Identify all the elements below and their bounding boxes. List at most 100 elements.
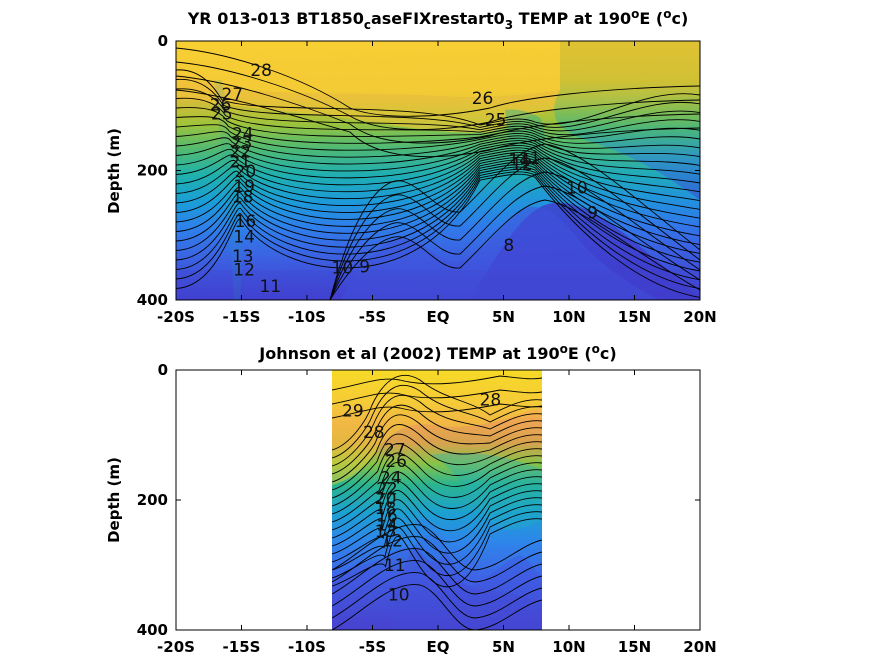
contour-label: 14 (233, 228, 255, 248)
panel-model-contours (176, 47, 700, 300)
contour-line (176, 75, 700, 144)
contour-line (332, 414, 542, 483)
contour-line (176, 164, 700, 263)
contour-line (329, 199, 700, 300)
x-tick-label: EQ (427, 638, 450, 656)
contour-line (176, 47, 700, 117)
contour-label: 28 (363, 423, 385, 443)
contour-line (332, 548, 542, 595)
contour-line (176, 142, 700, 184)
contour-line (176, 149, 700, 210)
contour-line (176, 107, 700, 140)
panel-observed-title: Johnson et al (2002) TEMP at 190oE (oc) (258, 342, 616, 363)
panel-observed-x-axis: -20S -15S -10S -5S EQ 5N 10N 15N 20N (157, 370, 717, 656)
contour-label: 11 (519, 149, 541, 169)
contour-label: 9 (587, 204, 598, 224)
contour-line (176, 116, 700, 144)
contour-label: 26 (385, 452, 407, 472)
x-tick-label: 10N (552, 638, 585, 656)
x-tick-label: -20S (157, 638, 195, 656)
contour-line (332, 524, 542, 571)
contour-line (332, 424, 542, 491)
contour-line (332, 497, 542, 563)
title-part-post2: E ( (639, 9, 663, 28)
contour-line (176, 89, 700, 158)
x-tick-label: -10S (288, 638, 326, 656)
contour-line (176, 131, 700, 158)
contour-line (176, 156, 700, 237)
contour-line (332, 476, 542, 539)
panel-observed-contours (332, 374, 542, 630)
contour-label: 26 (472, 89, 494, 109)
panel-model-title: YR 013-013 BT1850caseFIXrestart03 TEMP a… (187, 7, 689, 32)
contour-label: 22 (376, 479, 398, 499)
contour-label: 11 (384, 556, 406, 576)
contour-line (332, 403, 542, 419)
title-part-pre: Johnson et al (2002) TEMP at 190 (258, 344, 559, 363)
contour-label: 24 (380, 468, 402, 488)
contour-label: 21 (229, 152, 251, 172)
contour-label: 13 (232, 247, 254, 267)
y-tick-label: 0 (158, 32, 168, 50)
contour-line (332, 518, 542, 588)
contour-label: 13 (375, 522, 397, 542)
contour-line (329, 185, 700, 300)
contour-label: 12 (381, 531, 403, 551)
x-tick-label: 15N (618, 308, 651, 326)
contour-line (332, 389, 542, 405)
contour-line (332, 490, 542, 555)
title-part-post2: E ( (568, 344, 592, 363)
x-tick-label: -5S (359, 638, 386, 656)
contour-line (176, 171, 700, 290)
contour-label: 10 (566, 178, 588, 198)
x-tick-label: 5N (492, 308, 515, 326)
contour-line (176, 168, 700, 281)
panel-observed-y-axis: 0 200 400 (137, 361, 700, 639)
contour-line (176, 173, 700, 298)
contour-line (176, 61, 700, 131)
panel-model-x-axis: -20S -15S -10S -5S EQ 5N 10N 15N 20N (157, 41, 717, 326)
contour-line (332, 452, 542, 515)
contour-line (332, 462, 542, 523)
contour-line (176, 97, 700, 136)
title-part-sup1: o (631, 7, 639, 21)
contour-line (332, 375, 542, 391)
title-part-post1: TEMP at 190 (513, 9, 631, 28)
title-part-post3: c) (671, 9, 688, 28)
contour-line (176, 79, 700, 128)
contour-line (332, 404, 542, 475)
contour-line (176, 161, 700, 254)
contour-line (332, 560, 542, 607)
x-tick-label: EQ (427, 308, 450, 326)
contour-label: 25 (485, 110, 507, 130)
x-tick-label: 20N (683, 638, 716, 656)
x-tick-label: -5S (359, 308, 386, 326)
contour-line (176, 124, 700, 151)
y-tick-label: 0 (158, 361, 168, 379)
contour-label: 16 (376, 507, 398, 527)
contour-line (332, 374, 542, 451)
contour-line (329, 171, 700, 300)
contour-label: 9 (359, 257, 370, 277)
contour-label: 14 (508, 150, 530, 170)
contour-line (332, 483, 542, 547)
x-tick-label: -20S (157, 308, 195, 326)
contour-line (332, 443, 542, 507)
contour-label: 22 (229, 143, 251, 163)
y-tick-label: 200 (137, 491, 168, 509)
contour-line (332, 394, 542, 467)
y-tick-label: 400 (137, 621, 168, 639)
contour-line (176, 166, 700, 272)
contour-line (332, 433, 542, 499)
title-part-sub2: 3 (505, 18, 513, 32)
contour-line (332, 384, 542, 459)
contour-line (329, 143, 700, 300)
contour-line (176, 69, 700, 126)
x-tick-label: -15S (223, 638, 261, 656)
contour-line (332, 504, 542, 571)
panel-model: YR 013-013 BT1850caseFIXrestart03 TEMP a… (105, 7, 717, 326)
x-tick-label: -15S (223, 308, 261, 326)
contour-label: 16 (235, 212, 257, 232)
